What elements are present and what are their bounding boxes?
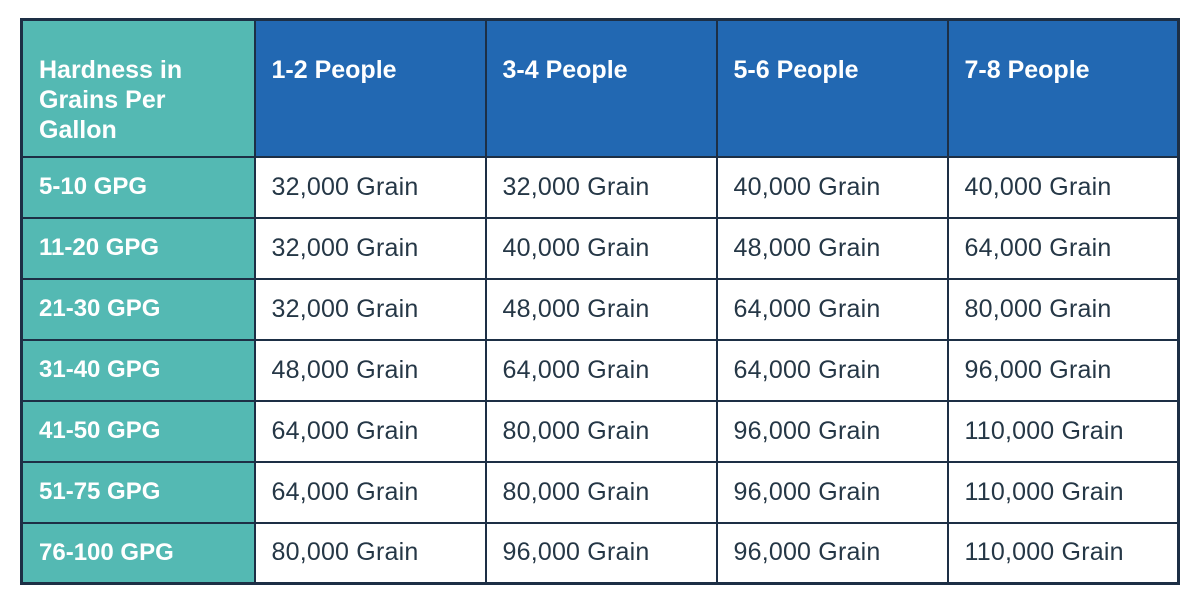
row-label-11-20-gpg: 11-20 GPG bbox=[20, 216, 256, 280]
column-header-1-2-people: 1-2 People bbox=[253, 18, 487, 158]
capacity-cell: 96,000 Grain bbox=[946, 338, 1180, 402]
capacity-cell: 64,000 Grain bbox=[253, 460, 487, 524]
row-label-76-100-gpg: 76-100 GPG bbox=[20, 521, 256, 585]
table-row: 11-20 GPG 32,000 Grain 40,000 Grain 48,0… bbox=[20, 216, 1180, 280]
capacity-cell: 32,000 Grain bbox=[253, 277, 487, 341]
column-header-7-8-people: 7-8 People bbox=[946, 18, 1180, 158]
header-row: Hardness in Grains Per Gallon 1-2 People… bbox=[20, 18, 1180, 158]
table-row: 5-10 GPG 32,000 Grain 32,000 Grain 40,00… bbox=[20, 155, 1180, 219]
row-header-label: Hardness in Grains Per Gallon bbox=[20, 18, 256, 158]
row-label-41-50-gpg: 41-50 GPG bbox=[20, 399, 256, 463]
row-label-21-30-gpg: 21-30 GPG bbox=[20, 277, 256, 341]
capacity-cell: 110,000 Grain bbox=[946, 399, 1180, 463]
capacity-cell: 96,000 Grain bbox=[484, 521, 718, 585]
capacity-cell: 64,000 Grain bbox=[484, 338, 718, 402]
capacity-cell: 32,000 Grain bbox=[253, 216, 487, 280]
capacity-cell: 110,000 Grain bbox=[946, 460, 1180, 524]
capacity-cell: 32,000 Grain bbox=[253, 155, 487, 219]
column-header-3-4-people: 3-4 People bbox=[484, 18, 718, 158]
table-body: 5-10 GPG 32,000 Grain 32,000 Grain 40,00… bbox=[20, 155, 1180, 585]
capacity-cell: 40,000 Grain bbox=[715, 155, 949, 219]
table-header: Hardness in Grains Per Gallon 1-2 People… bbox=[20, 18, 1180, 158]
capacity-cell: 40,000 Grain bbox=[946, 155, 1180, 219]
capacity-cell: 40,000 Grain bbox=[484, 216, 718, 280]
capacity-cell: 32,000 Grain bbox=[484, 155, 718, 219]
table-row: 76-100 GPG 80,000 Grain 96,000 Grain 96,… bbox=[20, 521, 1180, 585]
capacity-cell: 64,000 Grain bbox=[715, 338, 949, 402]
row-label-31-40-gpg: 31-40 GPG bbox=[20, 338, 256, 402]
capacity-cell: 64,000 Grain bbox=[946, 216, 1180, 280]
table-row: 51-75 GPG 64,000 Grain 80,000 Grain 96,0… bbox=[20, 460, 1180, 524]
capacity-cell: 80,000 Grain bbox=[484, 399, 718, 463]
table-row: 21-30 GPG 32,000 Grain 48,000 Grain 64,0… bbox=[20, 277, 1180, 341]
capacity-cell: 80,000 Grain bbox=[253, 521, 487, 585]
capacity-cell: 96,000 Grain bbox=[715, 399, 949, 463]
capacity-cell: 48,000 Grain bbox=[484, 277, 718, 341]
grain-capacity-table: Hardness in Grains Per Gallon 1-2 People… bbox=[20, 18, 1180, 585]
capacity-cell: 64,000 Grain bbox=[253, 399, 487, 463]
capacity-cell: 96,000 Grain bbox=[715, 460, 949, 524]
capacity-cell: 80,000 Grain bbox=[484, 460, 718, 524]
column-header-5-6-people: 5-6 People bbox=[715, 18, 949, 158]
capacity-cell: 110,000 Grain bbox=[946, 521, 1180, 585]
table-row: 31-40 GPG 48,000 Grain 64,000 Grain 64,0… bbox=[20, 338, 1180, 402]
table-row: 41-50 GPG 64,000 Grain 80,000 Grain 96,0… bbox=[20, 399, 1180, 463]
capacity-cell: 96,000 Grain bbox=[715, 521, 949, 585]
capacity-cell: 48,000 Grain bbox=[715, 216, 949, 280]
capacity-cell: 48,000 Grain bbox=[253, 338, 487, 402]
row-label-51-75-gpg: 51-75 GPG bbox=[20, 460, 256, 524]
capacity-cell: 80,000 Grain bbox=[946, 277, 1180, 341]
row-label-5-10-gpg: 5-10 GPG bbox=[20, 155, 256, 219]
capacity-cell: 64,000 Grain bbox=[715, 277, 949, 341]
